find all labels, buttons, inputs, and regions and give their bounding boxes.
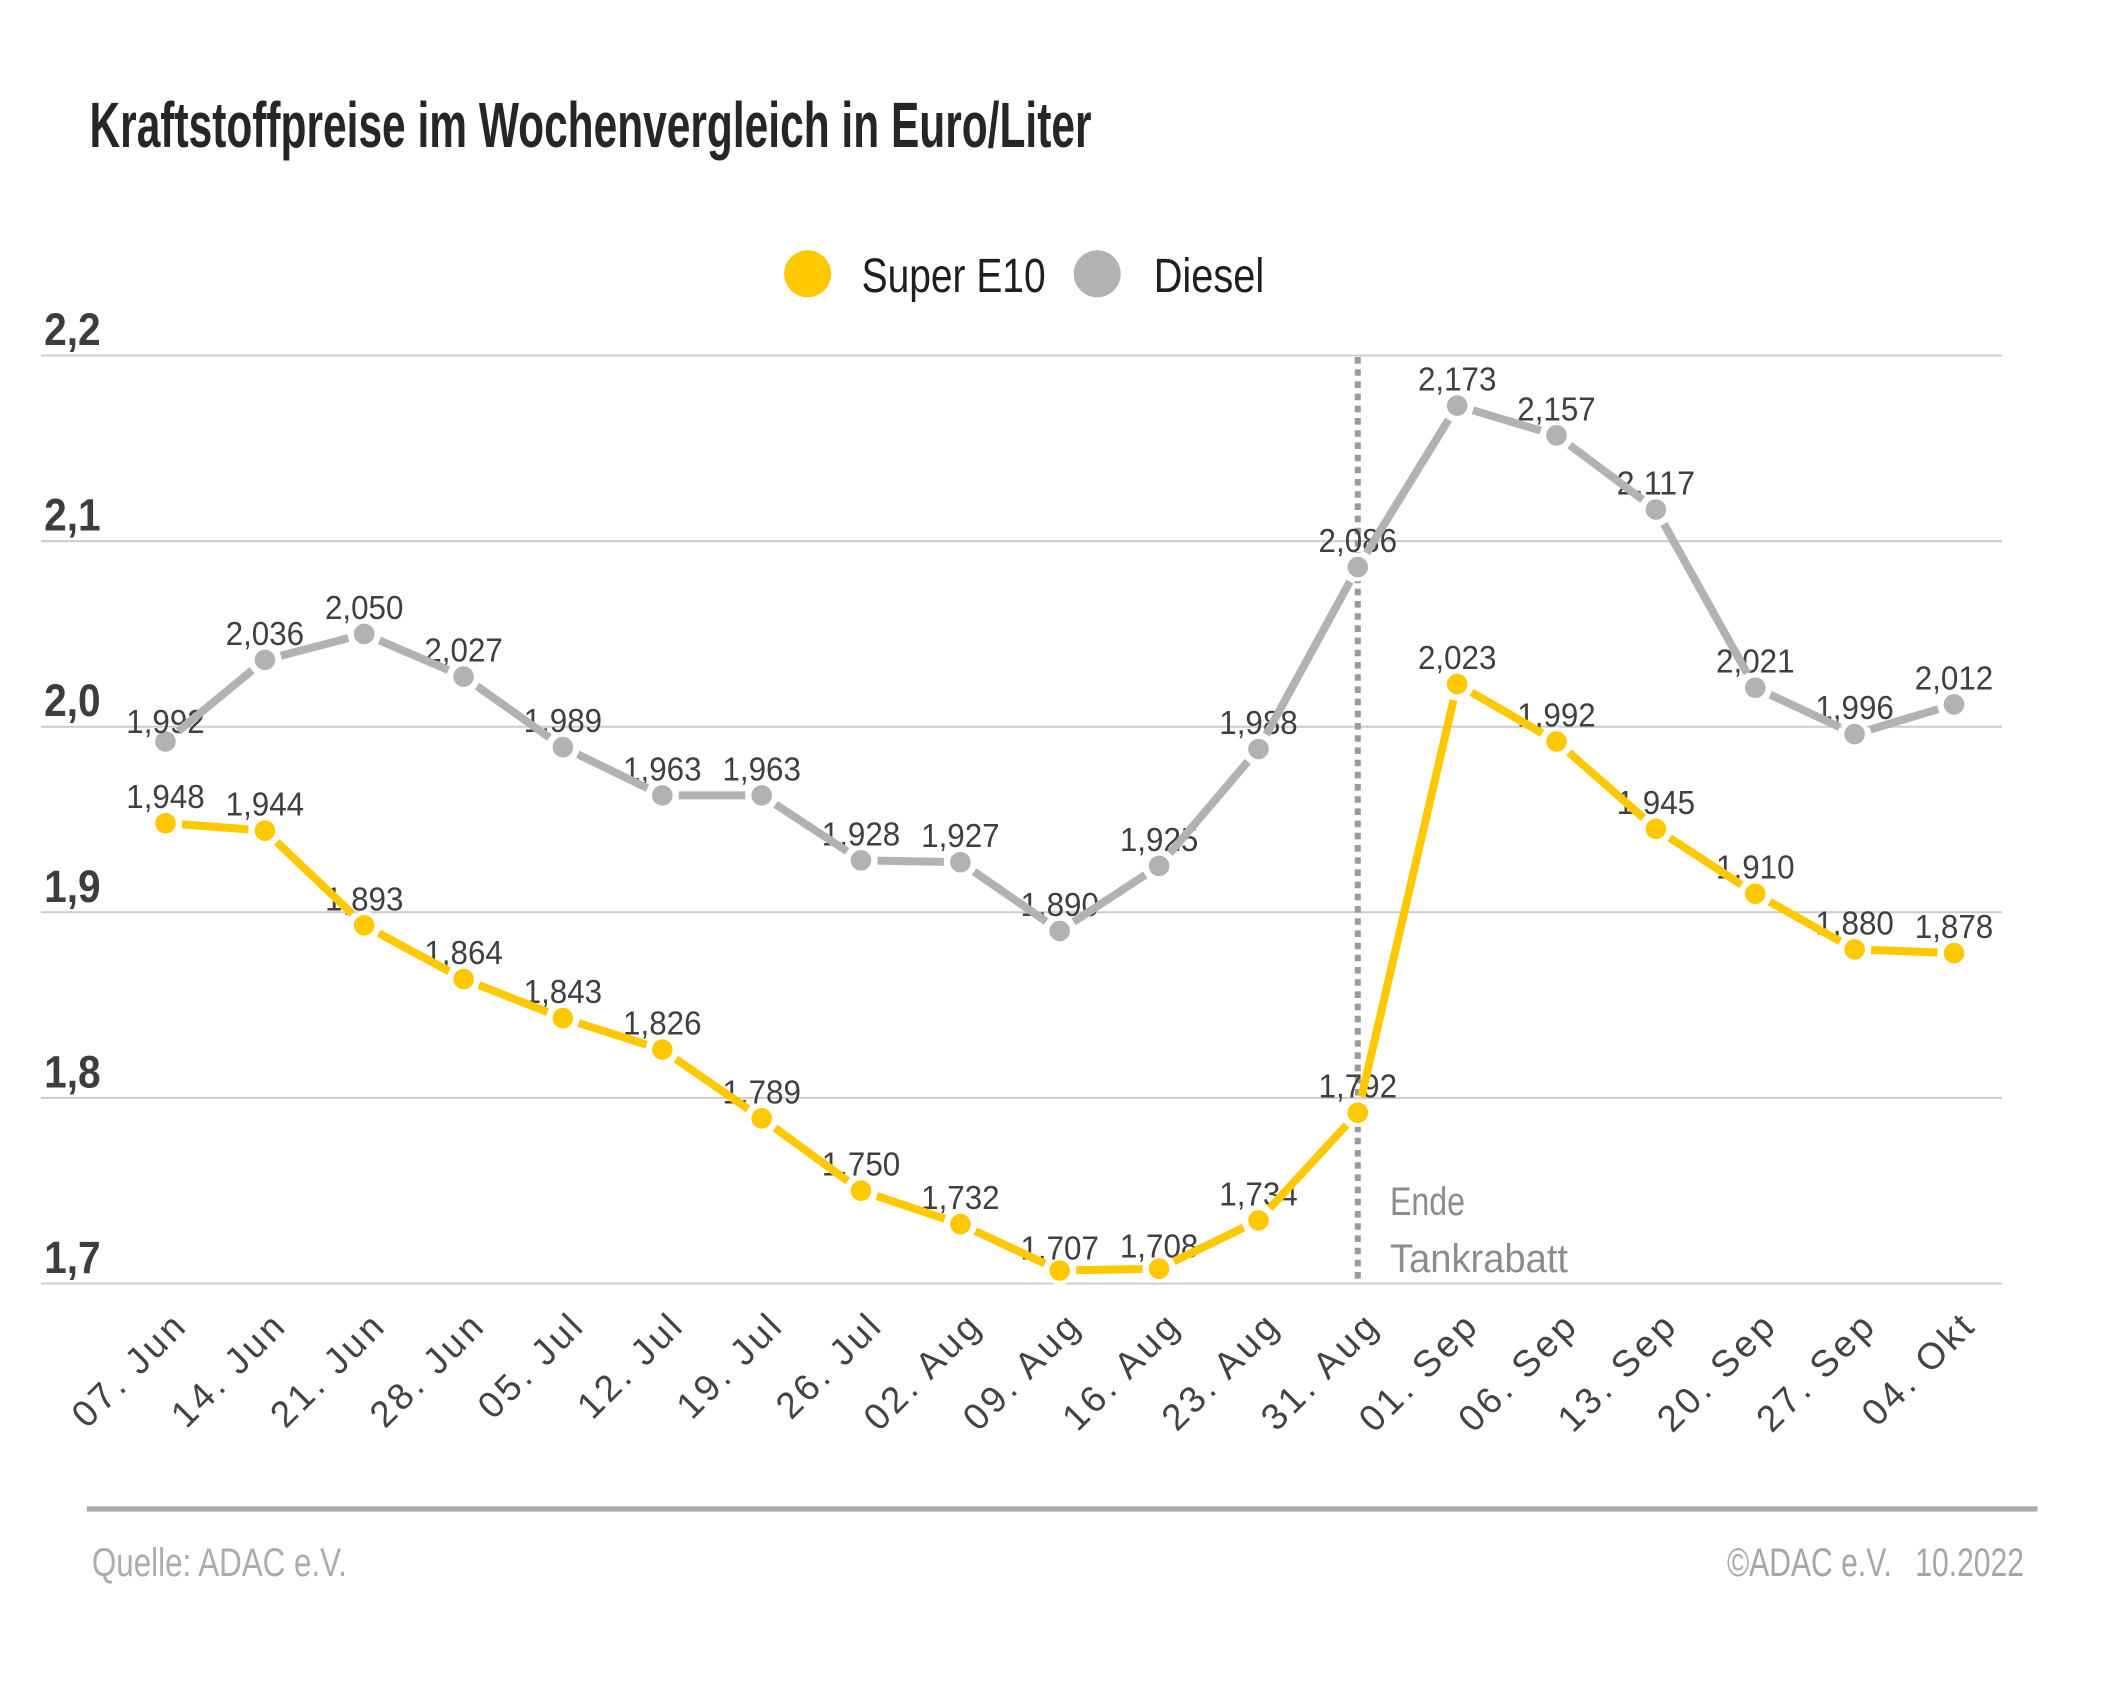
svg-text:1,944: 1,944 [226, 786, 305, 823]
svg-text:1,7: 1,7 [44, 1232, 101, 1283]
svg-text:©ADAC e.V. 10.2022: ©ADAC e.V. 10.2022 [1727, 1541, 2024, 1585]
svg-text:2,173: 2,173 [1418, 361, 1497, 398]
svg-text:2,2: 2,2 [44, 304, 101, 355]
svg-text:1,989: 1,989 [524, 702, 603, 739]
svg-text:1,792: 1,792 [1319, 1068, 1398, 1105]
svg-text:1,927: 1,927 [921, 817, 1000, 854]
svg-text:1,826: 1,826 [623, 1005, 702, 1042]
svg-text:2,023: 2,023 [1418, 639, 1497, 676]
svg-text:2,157: 2,157 [1517, 390, 1596, 427]
svg-text:Quelle: ADAC e.V.: Quelle: ADAC e.V. [92, 1541, 347, 1585]
svg-text:1,8: 1,8 [44, 1046, 101, 1097]
svg-text:Ende: Ende [1390, 1180, 1465, 1224]
svg-text:1,732: 1,732 [921, 1179, 1000, 1216]
svg-text:2,012: 2,012 [1915, 659, 1994, 696]
svg-text:1,878: 1,878 [1915, 908, 1994, 945]
svg-text:2,1: 2,1 [44, 490, 101, 541]
svg-text:Kraftstoffpreise im Wochenverg: Kraftstoffpreise im Wochenvergleich in E… [90, 89, 1092, 161]
svg-text:1,963: 1,963 [722, 750, 801, 787]
svg-text:1,988: 1,988 [1219, 704, 1298, 741]
svg-text:2,050: 2,050 [325, 589, 404, 626]
svg-text:1,9: 1,9 [44, 861, 101, 912]
svg-text:2,021: 2,021 [1716, 643, 1795, 680]
svg-text:Tankrabatt: Tankrabatt [1390, 1237, 1568, 1281]
svg-text:Diesel: Diesel [1154, 250, 1265, 303]
svg-text:1,948: 1,948 [126, 778, 205, 815]
svg-text:2,117: 2,117 [1617, 465, 1696, 502]
svg-text:Super E10: Super E10 [862, 250, 1046, 303]
svg-text:1,750: 1,750 [822, 1146, 901, 1183]
svg-text:1,789: 1,789 [722, 1073, 801, 1110]
svg-text:2,0: 2,0 [44, 675, 101, 726]
svg-text:2,036: 2,036 [226, 615, 305, 652]
